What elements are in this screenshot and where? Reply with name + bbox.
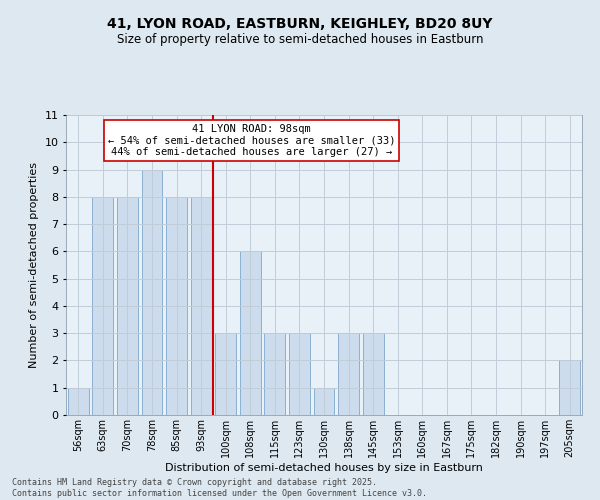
Bar [92, 197, 113, 415]
Bar [559, 360, 580, 415]
Bar [289, 333, 310, 415]
Bar [265, 333, 286, 415]
Bar [142, 170, 163, 415]
Bar [117, 197, 138, 415]
Y-axis label: Number of semi-detached properties: Number of semi-detached properties [29, 162, 39, 368]
Bar [215, 333, 236, 415]
Bar [240, 252, 261, 415]
Bar [191, 197, 212, 415]
Text: Size of property relative to semi-detached houses in Eastburn: Size of property relative to semi-detach… [117, 32, 483, 46]
Text: Contains HM Land Registry data © Crown copyright and database right 2025.
Contai: Contains HM Land Registry data © Crown c… [12, 478, 427, 498]
Bar [166, 197, 187, 415]
Bar [362, 333, 383, 415]
Bar [338, 333, 359, 415]
X-axis label: Distribution of semi-detached houses by size in Eastburn: Distribution of semi-detached houses by … [165, 462, 483, 472]
Text: 41, LYON ROAD, EASTBURN, KEIGHLEY, BD20 8UY: 41, LYON ROAD, EASTBURN, KEIGHLEY, BD20 … [107, 18, 493, 32]
Bar [314, 388, 334, 415]
Text: 41 LYON ROAD: 98sqm
← 54% of semi-detached houses are smaller (33)
44% of semi-d: 41 LYON ROAD: 98sqm ← 54% of semi-detach… [108, 124, 395, 157]
Bar [68, 388, 89, 415]
